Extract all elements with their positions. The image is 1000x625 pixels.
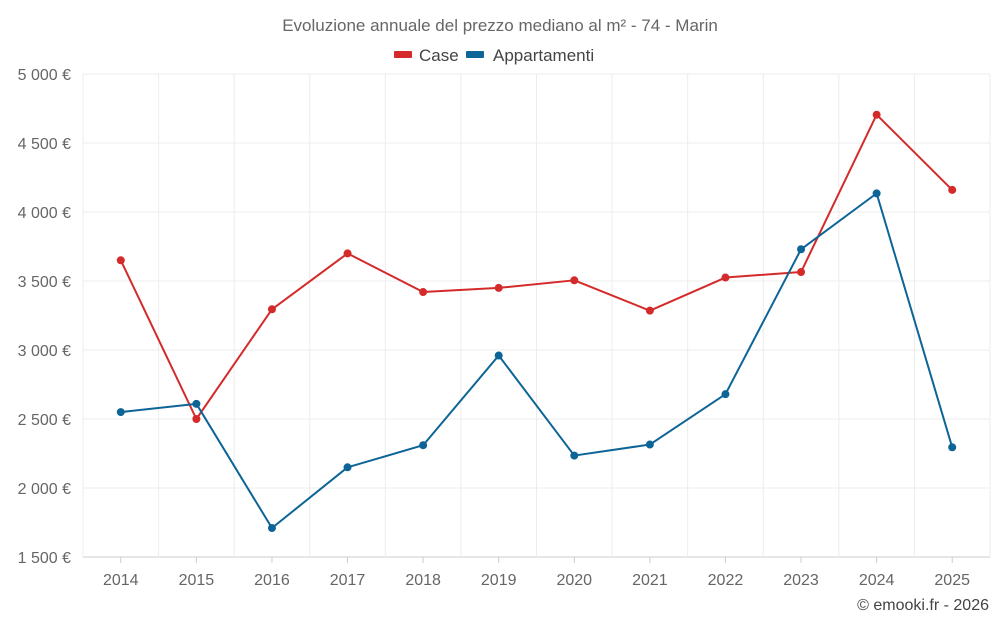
- data-point-case: [494, 283, 503, 292]
- series-line-appartamenti: [120, 192, 954, 530]
- legend-swatch-appartamenti: [466, 51, 484, 58]
- x-tick-label: 2014: [103, 572, 139, 589]
- y-tick-label: 3 500 €: [18, 274, 71, 291]
- data-point-appartamenti: [797, 245, 806, 254]
- data-point-case: [116, 256, 125, 265]
- x-tick-label: 2020: [556, 572, 592, 589]
- y-tick-label: 1 500 €: [18, 550, 71, 567]
- series-line-case: [119, 113, 953, 420]
- data-point-appartamenti: [872, 189, 881, 198]
- data-point-case: [948, 185, 957, 194]
- x-tick-label: 2015: [179, 572, 215, 589]
- data-point-case: [872, 110, 881, 119]
- data-point-appartamenti: [494, 351, 503, 360]
- legend-swatch-case: [394, 51, 412, 58]
- chart-title: Evoluzione annuale del prezzo mediano al…: [282, 16, 718, 35]
- y-tick-label: 4 000 €: [18, 205, 71, 222]
- data-point-case: [419, 288, 428, 297]
- x-tick-label: 2016: [254, 572, 290, 589]
- y-axis: 1 500 € 2 000 € 2 500 € 3 000 € 3 500 € 4 000…: [18, 67, 71, 567]
- x-tick-label: 2025: [934, 572, 970, 589]
- data-point-appartamenti: [267, 524, 276, 533]
- x-tick-label: 2019: [481, 572, 517, 589]
- y-tick-label: 5 000 €: [18, 67, 71, 84]
- data-point-case: [570, 276, 579, 285]
- gridlines: [82, 73, 991, 558]
- credit-text: © emooki.fr - 2026: [857, 597, 989, 614]
- x-axis: 2014 2015 2016 2017 2018 2019 2020 2021 2022 2023…: [103, 557, 970, 589]
- data-point-appartamenti: [419, 441, 428, 450]
- data-point-case: [343, 249, 352, 258]
- data-point-case: [721, 273, 730, 282]
- legend-label-appartamenti: Appartamenti: [493, 46, 594, 65]
- data-point-appartamenti: [721, 390, 730, 399]
- series-layer: [116, 110, 957, 533]
- y-tick-label: 2 000 €: [18, 481, 71, 498]
- legend-label-case: Case: [419, 46, 459, 65]
- x-tick-label: 2021: [632, 572, 668, 589]
- y-tick-label: 3 000 €: [18, 343, 71, 360]
- x-tick-label: 2024: [859, 572, 895, 589]
- y-tick-label: 2 500 €: [18, 412, 71, 429]
- data-point-appartamenti: [192, 399, 201, 408]
- x-tick-label: 2018: [405, 572, 441, 589]
- data-point-appartamenti: [116, 408, 125, 417]
- data-point-case: [797, 268, 806, 277]
- data-point-appartamenti: [343, 463, 352, 472]
- data-point-case: [192, 415, 201, 423]
- data-point-appartamenti: [570, 451, 579, 460]
- x-tick-label: 2023: [783, 572, 819, 589]
- x-tick-label: 2017: [330, 572, 366, 589]
- data-point-case: [267, 305, 276, 314]
- data-point-appartamenti: [948, 443, 957, 452]
- data-point-case: [645, 306, 654, 315]
- data-point-appartamenti: [645, 440, 654, 449]
- legend: Case Appartamenti: [394, 46, 594, 65]
- y-tick-label: 4 500 €: [18, 136, 71, 153]
- x-tick-label: 2022: [708, 572, 744, 589]
